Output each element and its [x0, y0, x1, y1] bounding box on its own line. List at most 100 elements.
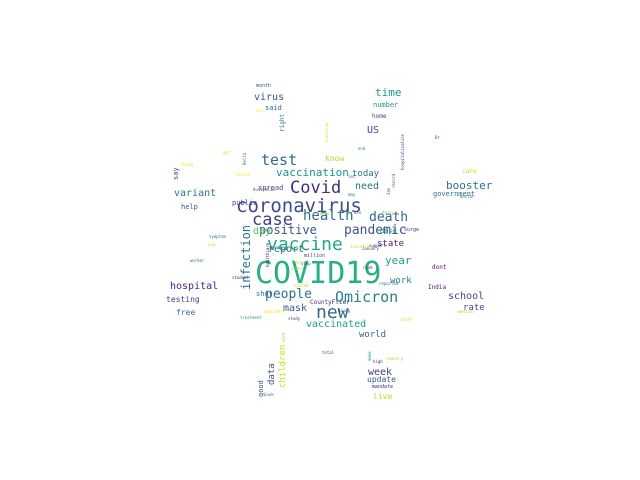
- word-cloud-word: symptom: [209, 234, 226, 239]
- word-cloud-word: patient: [264, 309, 285, 315]
- word-cloud-word: variant: [174, 188, 216, 199]
- word-cloud-word: now: [208, 242, 216, 247]
- word-cloud-word: medical: [458, 309, 475, 314]
- word-cloud-word: make: [367, 351, 372, 361]
- word-cloud-word: may: [348, 192, 356, 197]
- word-cloud-word: new: [316, 302, 349, 323]
- word-cloud-word: shot: [256, 290, 273, 298]
- word-cloud-word: student: [232, 275, 249, 280]
- word-cloud-word: stop: [301, 261, 311, 266]
- word-cloud-word: vaccine: [267, 234, 343, 255]
- word-cloud-word: virus: [254, 92, 284, 103]
- word-cloud-word: CountyFlier: [310, 299, 350, 306]
- word-cloud-word: daily: [382, 210, 395, 215]
- word-cloud-word: coronavirus: [236, 195, 362, 217]
- word-cloud-word: million: [304, 253, 325, 259]
- word-cloud-word: country: [386, 356, 403, 361]
- word-cloud-word: Jan: [386, 187, 391, 195]
- word-cloud-word: world: [359, 330, 386, 340]
- word-cloud-word: month: [256, 83, 271, 89]
- word-cloud-word: state: [377, 239, 404, 249]
- word-cloud-word: testing: [166, 295, 200, 304]
- word-cloud-word: help: [181, 203, 198, 211]
- word-cloud-word: let: [348, 174, 356, 179]
- word-cloud-word: number: [373, 101, 398, 109]
- word-cloud-word: good: [257, 380, 265, 397]
- word-cloud-word: hospital: [170, 281, 218, 292]
- word-cloud-word: treatment: [240, 315, 262, 320]
- word-cloud-word: reported: [379, 281, 399, 286]
- word-cloud-word: see: [256, 108, 264, 113]
- word-cloud-word: hospitalization: [400, 133, 405, 170]
- word-cloud-word: today: [352, 169, 380, 179]
- word-cloud-word: case: [252, 210, 293, 230]
- word-cloud-word: staff: [400, 317, 413, 322]
- word-cloud-word: care: [462, 168, 477, 175]
- word-cloud-word: said: [265, 104, 282, 112]
- word-cloud-word: time: [375, 86, 402, 99]
- word-cloud-word: right: [279, 114, 286, 132]
- word-cloud-word: mask: [283, 303, 307, 314]
- word-cloud-word: thing: [181, 162, 194, 167]
- word-cloud-word: going: [338, 308, 351, 313]
- word-cloud-word: Omicron: [335, 288, 398, 306]
- word-cloud-word: health: [303, 208, 354, 224]
- word-cloud-word: day: [253, 226, 271, 237]
- word-cloud-word: case: [320, 211, 330, 216]
- word-cloud-word: government: [433, 190, 475, 198]
- word-cloud-word: healthcare: [265, 242, 270, 267]
- word-cloud-word: report: [268, 244, 304, 255]
- word-cloud-word: live: [373, 392, 392, 401]
- word-cloud-word: Australia: [253, 187, 275, 192]
- word-cloud-word: rate: [463, 303, 485, 313]
- word-cloud-word: record: [391, 173, 396, 188]
- word-cloud-word: mandate: [372, 384, 393, 390]
- word-cloud-word: school: [448, 291, 484, 302]
- word-cloud-word: hour: [296, 260, 306, 265]
- word-cloud-word: support: [369, 243, 386, 248]
- word-cloud-word: isolation: [350, 244, 372, 249]
- word-cloud-word: Covid: [290, 178, 341, 198]
- word-cloud-word: people: [265, 287, 312, 302]
- word-cloud-word: vaccination: [276, 166, 349, 179]
- word-cloud-word: India: [428, 284, 446, 291]
- word-cloud-word: know: [325, 154, 344, 163]
- word-cloud-word: test: [261, 151, 297, 169]
- word-cloud-word: dose: [380, 227, 397, 235]
- word-cloud-word: high: [373, 359, 383, 364]
- word-cloud-word: US: [367, 125, 379, 136]
- word-cloud-word: year: [385, 254, 412, 267]
- word-cloud-word: use: [354, 210, 362, 215]
- word-cloud-word: update: [367, 375, 396, 384]
- word-cloud-word: Delta: [242, 152, 247, 165]
- word-cloud-word: sick: [281, 332, 286, 342]
- word-cloud-word: get: [223, 150, 231, 155]
- word-cloud-word: worker: [190, 258, 205, 263]
- word-cloud-word: children: [278, 345, 288, 388]
- word-cloud-word: positive: [259, 223, 317, 237]
- word-cloud-word: want: [291, 247, 301, 252]
- word-cloud-word: infection: [239, 225, 253, 290]
- word-cloud-word: dont: [432, 264, 447, 271]
- word-cloud-word: death: [369, 210, 408, 225]
- word-cloud-word: soon: [291, 266, 301, 271]
- word-cloud-word: data: [267, 363, 277, 385]
- word-cloud-word: Dr: [435, 135, 440, 140]
- word-cloud-word: week: [368, 367, 392, 378]
- word-cloud-word: say: [172, 167, 180, 180]
- word-cloud-word: home: [372, 113, 387, 120]
- word-cloud-word: COVID19: [255, 256, 381, 291]
- word-cloud-word: pandemic: [344, 223, 407, 238]
- word-cloud-word: free: [176, 308, 195, 317]
- word-cloud-word: risk: [363, 265, 373, 270]
- word-cloud-word: spread: [294, 283, 309, 288]
- word-cloud-word: work: [390, 276, 412, 286]
- word-cloud-word: spread: [258, 184, 283, 192]
- word-cloud-word: total: [322, 350, 335, 355]
- word-cloud-word: need: [355, 181, 379, 192]
- word-cloud-word: continue: [324, 122, 329, 142]
- word-cloud-word: study: [288, 316, 301, 321]
- word-cloud-word: look: [264, 392, 274, 397]
- word-cloud-word: end: [358, 146, 366, 151]
